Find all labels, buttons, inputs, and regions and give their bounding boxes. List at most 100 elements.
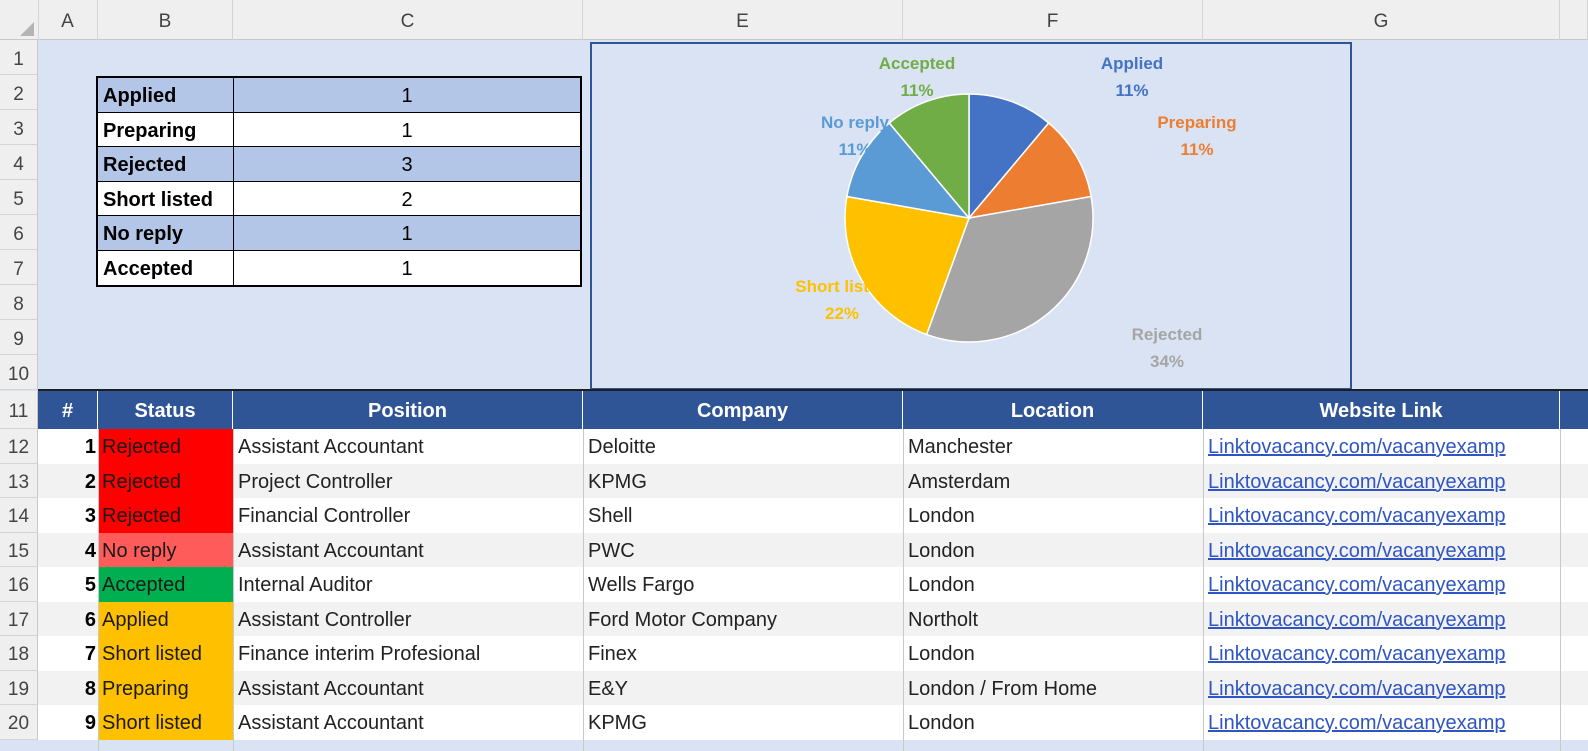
pie-label-name: Accepted [878, 54, 956, 73]
row-header-6[interactable]: 6 [0, 215, 38, 250]
table-row[interactable]: 8 Preparing Assistant Accountant E&Y London … [38, 670, 1588, 705]
summary-row[interactable]: Accepted 1 [98, 250, 580, 285]
row-header-11[interactable]: 11 [0, 391, 38, 429]
header-location[interactable]: Location [903, 391, 1203, 429]
column-gridline [903, 429, 904, 751]
row-header-9[interactable]: 9 [0, 320, 38, 355]
column-gridline [98, 429, 99, 751]
summary-row[interactable]: Rejected 3 [98, 147, 580, 182]
row-header-5[interactable]: 5 [0, 180, 38, 215]
location-cell: Northolt [908, 608, 979, 631]
header-number[interactable]: # [38, 391, 98, 429]
summary-row[interactable]: Preparing 1 [98, 112, 580, 147]
column-header-e[interactable]: E [583, 0, 903, 40]
row-number: 1 [84, 436, 96, 458]
row-header-10[interactable]: 10 [0, 355, 38, 390]
website-link[interactable]: Linktovacancy.com/vacanyexamp [1208, 539, 1506, 562]
row-header-12[interactable]: 12 [0, 429, 38, 464]
header-company[interactable]: Company [583, 391, 903, 429]
table-row[interactable]: 6 Applied Assistant Controller Ford Motor C… [38, 601, 1588, 636]
header-status[interactable]: Status [98, 391, 233, 429]
next-column-cell [1560, 464, 1588, 499]
location-cell: London / From Home [908, 677, 1097, 700]
row-header-2[interactable]: 2 [0, 75, 38, 110]
summary-row[interactable]: Short listed 2 [98, 181, 580, 216]
website-link[interactable]: Linktovacancy.com/vacanyexamp [1208, 505, 1506, 527]
pie-data-label: Short listed 22% [767, 273, 917, 327]
column-gridline [1203, 429, 1204, 751]
row-header-15[interactable]: 15 [0, 532, 38, 567]
website-link[interactable]: Linktovacancy.com/vacanyexamp [1208, 677, 1506, 700]
row-header-4[interactable]: 4 [0, 145, 38, 180]
column-gridline [583, 429, 584, 751]
pie-slice-no-reply[interactable] [846, 121, 971, 220]
row-header-8[interactable]: 8 [0, 285, 38, 320]
column-header-g[interactable]: G [1203, 0, 1560, 40]
table-row[interactable]: 4 No reply Assistant Accountant PWC London Li… [38, 532, 1588, 567]
table-row[interactable]: 2 Rejected Project Controller KPMG Amsterdam… [38, 463, 1588, 499]
summary-row[interactable]: Applied 1 [98, 78, 580, 113]
row-header-7[interactable]: 7 [0, 250, 38, 285]
pie-slice-short-listed[interactable] [844, 195, 971, 336]
column-header-c[interactable]: C [233, 0, 583, 40]
position-cell: Assistant Accountant [238, 712, 424, 734]
header-next[interactable] [1560, 391, 1588, 429]
row-number: 4 [84, 539, 96, 562]
summary-status-label: Applied [98, 78, 234, 112]
company-cell: E&Y [588, 677, 629, 700]
pie-label-percent: 11% [1115, 81, 1149, 100]
pie-data-label: Accepted 11% [842, 50, 992, 104]
next-column-cell [1560, 705, 1588, 740]
summary-status-label: No reply [98, 216, 234, 250]
table-row[interactable]: 5 Accepted Internal Auditor Wells Fargo Lond… [38, 567, 1588, 602]
column-header-b[interactable]: B [98, 0, 233, 40]
pie-label-name: No reply [820, 113, 890, 132]
pie-slice-preparing[interactable] [967, 121, 1092, 220]
table-row[interactable]: 7 Short listed Finance interim Profesional… [38, 636, 1588, 671]
pie-chart-svg [844, 93, 1094, 343]
row-header-16[interactable]: 16 [0, 567, 38, 602]
pie-slice-rejected[interactable] [925, 195, 1094, 343]
header-website-link[interactable]: Website Link [1203, 391, 1560, 429]
summary-row[interactable]: No reply 1 [98, 216, 580, 251]
next-column-cell [1560, 636, 1588, 671]
status-pie-chart[interactable]: Applied 11% Preparing 11% Rejected 34% Short l… [590, 42, 1352, 390]
row-header-1[interactable]: 1 [0, 40, 38, 75]
summary-status-label: Preparing [98, 112, 234, 146]
column-header-next[interactable] [1560, 0, 1588, 40]
table-header-row: # Status Position Company Location Websi… [38, 391, 1588, 429]
next-column-cell [1560, 567, 1588, 602]
status-cell: Short listed [98, 636, 233, 671]
row-header-13[interactable]: 13 [0, 463, 38, 498]
pie-slice-accepted[interactable] [888, 93, 970, 221]
table-row[interactable]: 3 Rejected Financial Controller Shell London… [38, 498, 1588, 533]
column-header-a[interactable]: A [38, 0, 98, 40]
location-cell: London [908, 539, 975, 562]
website-link[interactable]: Linktovacancy.com/vacanyexamp [1208, 608, 1506, 631]
row-number: 8 [84, 677, 96, 700]
table-row[interactable]: 1 Rejected Assistant Accountant Deloitte Man… [38, 429, 1588, 464]
company-cell: KPMG [588, 470, 647, 493]
row-header-18[interactable]: 18 [0, 636, 38, 671]
pie-label-percent: 22% [824, 304, 860, 323]
pie-label-percent: 11% [1180, 140, 1214, 159]
row-header-14[interactable]: 14 [0, 498, 38, 533]
website-link[interactable]: Linktovacancy.com/vacanyexamp [1208, 470, 1506, 493]
website-link[interactable]: Linktovacancy.com/vacanyexamp [1208, 643, 1506, 665]
header-position[interactable]: Position [233, 391, 583, 429]
row-header-17[interactable]: 17 [0, 601, 38, 636]
select-all-corner[interactable] [0, 0, 39, 40]
website-link[interactable]: Linktovacancy.com/vacanyexamp [1208, 574, 1506, 596]
row-header-20[interactable]: 20 [0, 705, 38, 740]
status-cell: Rejected [98, 429, 233, 464]
pie-slice-applied[interactable] [968, 93, 1050, 221]
row-header-19[interactable]: 19 [0, 670, 38, 705]
website-link[interactable]: Linktovacancy.com/vacanyexamp [1208, 436, 1506, 458]
pie-label-name: Rejected [1131, 325, 1203, 344]
column-header-f[interactable]: F [903, 0, 1203, 40]
website-link[interactable]: Linktovacancy.com/vacanyexamp [1208, 712, 1506, 734]
position-cell: Financial Controller [238, 505, 411, 527]
position-cell: Internal Auditor [238, 574, 373, 596]
table-row[interactable]: 9 Short listed Assistant Accountant KPMG Lon… [38, 705, 1588, 740]
row-header-3[interactable]: 3 [0, 110, 38, 145]
